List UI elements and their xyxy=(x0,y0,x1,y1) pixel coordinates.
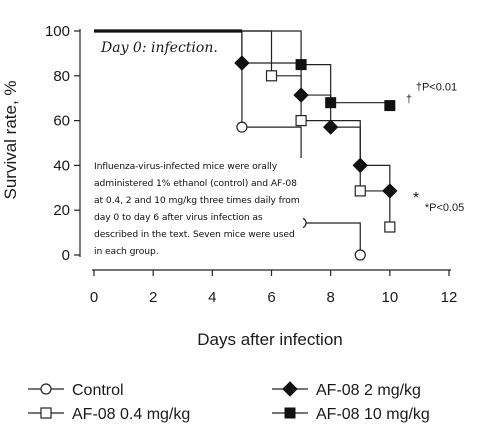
point-af-08-0-4-mg-kg xyxy=(265,70,278,82)
point-af-08-0-4-mg-kg xyxy=(384,221,396,233)
point-control xyxy=(354,249,366,261)
y-axis-title: Survival rate, % xyxy=(1,80,20,199)
point-af-08-0-4-mg-kg xyxy=(295,114,307,127)
point-control xyxy=(236,121,248,133)
point-af-08-10-mg-kg xyxy=(295,59,307,71)
y-tick-label: 0 xyxy=(62,247,70,264)
x-tick-label: 4 xyxy=(208,289,216,306)
legend: Control AF-08 0.4 mg/kg AF-08 2 mg/kg AF-08… xyxy=(28,381,430,423)
x-tick-label: 0 xyxy=(90,289,98,306)
series-markers xyxy=(234,55,398,261)
legend-marker-af-08-2-mg-kg xyxy=(282,381,298,397)
x-tick-label: 6 xyxy=(267,289,275,306)
figure-caption: Influenza-virus-infected mice were orall… xyxy=(92,158,303,260)
y-tick-label: 20 xyxy=(53,202,70,219)
x-tick-label: 8 xyxy=(326,289,334,306)
significance-marks: † †P<0.01 * *P<0.05 xyxy=(406,82,464,214)
dagger-symbol: † xyxy=(406,94,412,106)
y-tick-label: 60 xyxy=(53,113,70,130)
x-axis-title: Days after infection xyxy=(197,330,343,349)
x-tick-label: 2 xyxy=(149,289,157,306)
x-tick-label: 12 xyxy=(441,289,458,306)
star-p-label: *P<0.05 xyxy=(425,202,464,214)
legend-marker-control xyxy=(40,383,52,395)
legend-label-af-08-0-4-mg-kg: AF-08 0.4 mg/kg xyxy=(72,406,190,423)
axes xyxy=(74,29,451,276)
star-symbol: * xyxy=(413,190,419,207)
legend-label-af-08-10-mg-kg: AF-08 10 mg/kg xyxy=(316,406,430,423)
point-af-08-2-mg-kg xyxy=(382,183,398,199)
point-af-08-10-mg-kg xyxy=(325,97,337,109)
point-af-08-2-mg-kg xyxy=(293,87,309,103)
axis-labels: 0 20 40 60 80 100 0 2 4 6 8 10 12 xyxy=(45,23,457,306)
legend-marker-af-08-10-mg-kg xyxy=(284,407,296,419)
y-tick-label: 100 xyxy=(45,23,70,40)
point-af-08-2-mg-kg xyxy=(234,55,250,71)
legend-label-af-08-2-mg-kg: AF-08 2 mg/kg xyxy=(316,382,421,399)
infection-annotation: Day 0: infection. xyxy=(100,40,218,56)
dagger-p-label: †P<0.01 xyxy=(416,82,457,94)
point-af-08-0-4-mg-kg xyxy=(354,185,366,197)
point-af-08-10-mg-kg xyxy=(384,100,396,112)
legend-marker-af-08-0-4-mg-kg xyxy=(40,407,52,419)
x-tick-label: 10 xyxy=(381,289,398,306)
point-af-08-2-mg-kg xyxy=(352,157,368,174)
y-tick-label: 40 xyxy=(53,157,70,174)
point-af-08-2-mg-kg xyxy=(322,119,339,135)
y-tick-label: 80 xyxy=(53,68,70,85)
legend-label-control: Control xyxy=(72,382,124,399)
